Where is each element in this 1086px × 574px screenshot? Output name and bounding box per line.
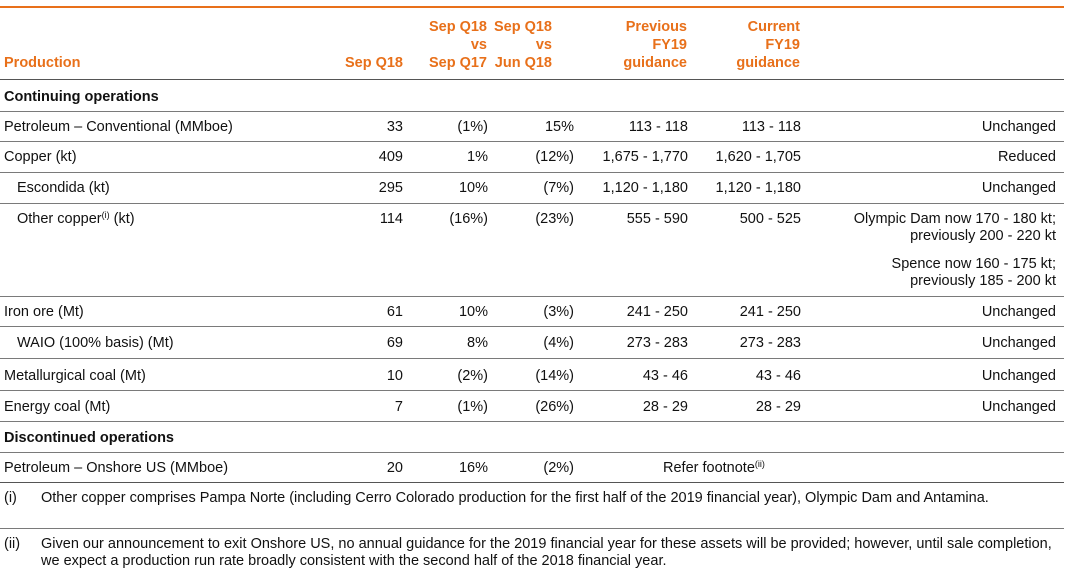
- header-previous-guidance: Previous FY19 guidance: [623, 19, 687, 71]
- footnote-ref: (i): [101, 210, 110, 220]
- row-divider: [0, 390, 1064, 391]
- footnote-mark: (i): [4, 490, 17, 506]
- cell-refer-footnote: Refer footnote(ii): [663, 459, 765, 477]
- table-header: Production Sep Q18 Sep Q18 vs Sep Q17 Se…: [0, 18, 1064, 74]
- cell-sep-q18: 114: [379, 211, 403, 227]
- cell-sep-q18: 33: [386, 119, 403, 135]
- cell-prev-guidance: 555 - 590: [626, 211, 688, 227]
- cell-vs-q17: 16%: [458, 460, 488, 476]
- section-continuing: Continuing operations: [4, 89, 159, 105]
- cell-curr-guidance: 1,620 - 1,705: [715, 149, 801, 165]
- row-name: Energy coal (Mt): [4, 399, 111, 415]
- cell-sep-q18: 295: [378, 180, 403, 196]
- row-divider: [0, 452, 1064, 453]
- cell-note: Unchanged: [981, 304, 1056, 320]
- cell-prev-guidance: 1,675 - 1,770: [602, 149, 688, 165]
- header-production: Production: [4, 55, 81, 71]
- cell-vs-jun: 15%: [544, 119, 574, 135]
- footnote-mark: (ii): [4, 536, 21, 552]
- row-name: Petroleum – Onshore US (MMboe): [4, 460, 229, 476]
- cell-note-spence: Spence now 160 - 175 kt; previously 185 …: [891, 256, 1056, 289]
- header-rule: [0, 79, 1064, 80]
- cell-vs-jun: (3%): [543, 304, 574, 320]
- cell-sep-q18: 61: [386, 304, 403, 320]
- row-name: WAIO (100% basis) (Mt): [17, 335, 174, 351]
- footnote-text: Given our announcement to exit Onshore U…: [41, 536, 1052, 569]
- cell-vs-jun: (4%): [543, 335, 574, 351]
- cell-prev-guidance: 241 - 250: [626, 304, 688, 320]
- cell-sep-q18: 20: [386, 460, 403, 476]
- row-divider: [0, 172, 1064, 173]
- cell-curr-guidance: 500 - 525: [739, 211, 801, 227]
- cell-prev-guidance: 113 - 118: [628, 119, 688, 135]
- cell-note: Reduced: [997, 149, 1056, 165]
- cell-sep-q18: 10: [386, 368, 403, 384]
- row-divider: [0, 358, 1064, 359]
- footnote-text: Other copper comprises Pampa Norte (incl…: [41, 490, 989, 506]
- cell-sep-q18: 69: [386, 335, 403, 351]
- row-divider: [0, 203, 1064, 204]
- row-divider: [0, 111, 1064, 112]
- cell-sep-q18: 7: [394, 399, 403, 415]
- cell-curr-guidance: 241 - 250: [739, 304, 801, 320]
- cell-vs-jun: (12%): [535, 149, 574, 165]
- row-divider: [0, 141, 1064, 142]
- cell-curr-guidance: 113 - 118: [741, 119, 801, 135]
- row-name: Escondida (kt): [17, 180, 110, 196]
- header-vs-jun-q18: Sep Q18 vs Jun Q18: [493, 19, 552, 71]
- footnote-ref: (ii): [754, 459, 765, 469]
- cell-vs-q17: 10%: [458, 180, 488, 196]
- cell-sep-q18: 409: [378, 149, 403, 165]
- table-bottom-rule: [0, 482, 1064, 483]
- top-rule: [0, 6, 1064, 8]
- cell-note: Unchanged: [981, 399, 1056, 415]
- footnote-divider: [0, 528, 1064, 529]
- row-name: Metallurgical coal (Mt): [4, 368, 146, 384]
- row-name: Other copper(i) (kt): [17, 210, 135, 228]
- cell-vs-q17: (16%): [449, 211, 488, 227]
- cell-vs-jun: (2%): [543, 460, 574, 476]
- cell-note: Unchanged: [981, 335, 1056, 351]
- cell-note: Unchanged: [981, 368, 1056, 384]
- section-discontinued: Discontinued operations: [4, 430, 174, 446]
- cell-vs-q17: 1%: [467, 149, 488, 165]
- cell-vs-q17: (2%): [457, 368, 488, 384]
- row-divider: [0, 421, 1064, 422]
- cell-prev-guidance: 28 - 29: [642, 399, 688, 415]
- row-name: Copper (kt): [4, 149, 77, 165]
- cell-vs-q17: (1%): [457, 119, 488, 135]
- cell-curr-guidance: 1,120 - 1,180: [715, 180, 801, 196]
- cell-vs-q17: 10%: [458, 304, 488, 320]
- cell-prev-guidance: 273 - 283: [626, 335, 688, 351]
- row-divider: [0, 326, 1064, 327]
- cell-vs-jun: (26%): [535, 399, 574, 415]
- cell-curr-guidance: 43 - 46: [755, 368, 801, 384]
- cell-curr-guidance: 28 - 29: [755, 399, 801, 415]
- header-sep-q18: Sep Q18: [344, 55, 403, 71]
- header-vs-sep-q17: Sep Q18 vs Sep Q17: [428, 19, 487, 71]
- cell-vs-jun: (14%): [535, 368, 574, 384]
- cell-prev-guidance: 43 - 46: [642, 368, 688, 384]
- header-current-guidance: Current FY19 guidance: [736, 19, 800, 71]
- cell-curr-guidance: 273 - 283: [739, 335, 801, 351]
- cell-prev-guidance: 1,120 - 1,180: [602, 180, 688, 196]
- row-name: Iron ore (Mt): [4, 304, 84, 320]
- cell-vs-q17: 8%: [467, 335, 488, 351]
- cell-vs-jun: (7%): [543, 180, 574, 196]
- footnote-i: (i) Other copper comprises Pampa Norte (…: [4, 490, 1064, 526]
- cell-vs-q17: (1%): [457, 399, 488, 415]
- footnote-ii: (ii) Given our announcement to exit Onsh…: [4, 536, 1064, 572]
- row-divider: [0, 296, 1064, 297]
- cell-note: Unchanged: [981, 180, 1056, 196]
- row-name: Petroleum – Conventional (MMboe): [4, 119, 233, 135]
- cell-note: Unchanged: [981, 119, 1056, 135]
- cell-note-olympic: Olympic Dam now 170 - 180 kt; previously…: [853, 211, 1056, 244]
- cell-vs-jun: (23%): [535, 211, 574, 227]
